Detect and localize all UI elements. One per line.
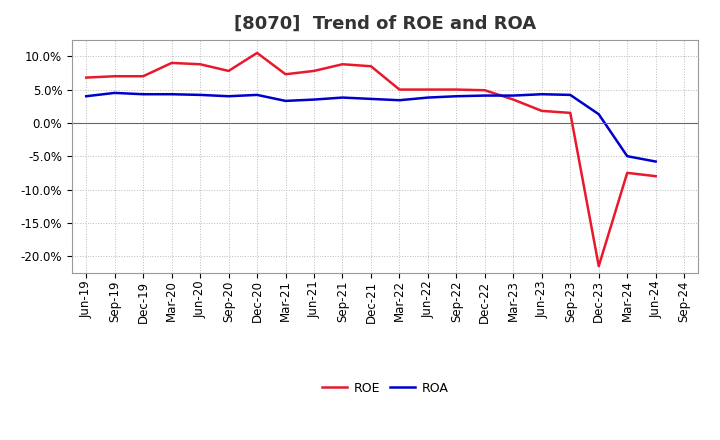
ROE [537,108,546,114]
ROA [310,97,318,102]
ROA [253,92,261,98]
ROA [423,95,432,100]
ROE [225,68,233,73]
ROA [595,112,603,117]
ROE [652,173,660,179]
ROE [366,64,375,69]
ROA [82,94,91,99]
ROA [623,154,631,159]
ROE [595,264,603,269]
ROE [509,97,518,102]
ROA [652,159,660,164]
ROA [452,94,461,99]
ROE [110,73,119,79]
ROE [566,110,575,116]
ROE [139,73,148,79]
ROE [452,87,461,92]
ROE [310,68,318,73]
Legend: ROE, ROA: ROE, ROA [318,377,453,400]
ROA [110,90,119,95]
ROE [167,60,176,66]
ROA [282,98,290,103]
ROE [82,75,91,80]
ROA [139,92,148,97]
Line: ROA: ROA [86,93,656,161]
ROA [509,93,518,98]
ROE [395,87,404,92]
ROE [623,170,631,176]
ROE [282,72,290,77]
ROA [225,94,233,99]
ROE [196,62,204,67]
Title: [8070]  Trend of ROE and ROA: [8070] Trend of ROE and ROA [234,15,536,33]
ROA [566,92,575,98]
ROA [395,98,404,103]
Line: ROE: ROE [86,53,656,266]
ROE [480,88,489,93]
ROA [537,92,546,97]
ROA [338,95,347,100]
ROA [196,92,204,98]
ROA [167,92,176,97]
ROA [366,96,375,102]
ROA [480,93,489,98]
ROE [423,87,432,92]
ROE [253,50,261,55]
ROE [338,62,347,67]
